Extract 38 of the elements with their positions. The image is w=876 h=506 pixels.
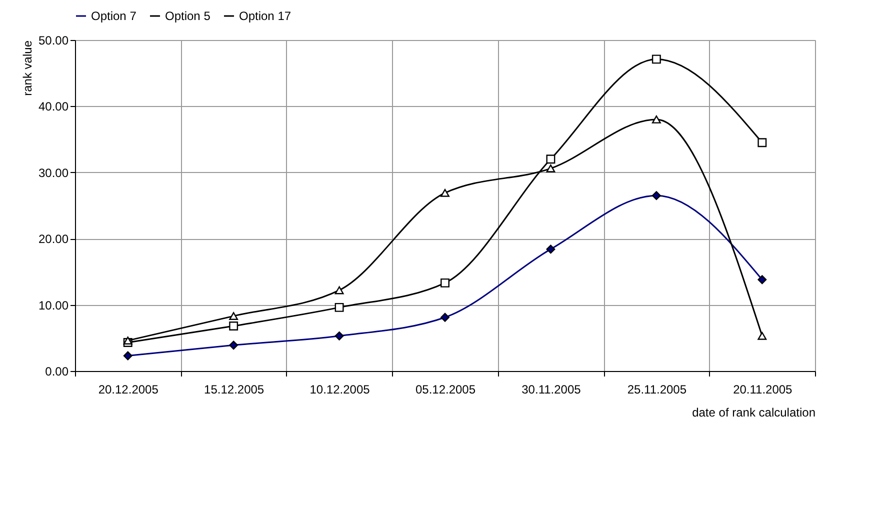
point bbox=[334, 302, 344, 312]
legend-label: Option 5 bbox=[165, 9, 211, 23]
x-axis-title: date of rank calculation bbox=[692, 406, 816, 420]
x-tick-label: 10.12.2005 bbox=[310, 382, 370, 396]
y-tick-label: 50.00 bbox=[38, 34, 69, 48]
point bbox=[758, 332, 767, 340]
point bbox=[123, 336, 132, 344]
point bbox=[652, 191, 661, 200]
point bbox=[229, 322, 238, 330]
point bbox=[123, 351, 132, 360]
point bbox=[652, 54, 661, 64]
point bbox=[334, 331, 344, 340]
x-tick-label: 25.11.2005 bbox=[627, 382, 687, 396]
y-tick-label: 30.00 bbox=[38, 166, 69, 180]
point bbox=[546, 164, 556, 172]
point bbox=[229, 312, 238, 320]
point bbox=[546, 244, 556, 254]
y-axis-title: rank value bbox=[20, 40, 34, 96]
legend-label: Option 17 bbox=[239, 9, 292, 23]
point bbox=[546, 154, 556, 164]
legend-label: Option 7 bbox=[91, 9, 137, 23]
y-tick-label: 20.00 bbox=[38, 232, 69, 246]
point bbox=[440, 278, 450, 288]
x-tick-label: 15.12.2005 bbox=[204, 382, 264, 396]
point bbox=[758, 275, 767, 284]
point bbox=[652, 115, 661, 124]
point bbox=[229, 340, 238, 350]
x-tick-label: 30.11.2005 bbox=[522, 382, 582, 396]
y-tick-label: 40.00 bbox=[38, 100, 69, 114]
x-tick-label: 20.12.2005 bbox=[98, 382, 159, 396]
x-tick-label: 20.11.2005 bbox=[733, 382, 793, 396]
point bbox=[440, 188, 450, 197]
y-tick-label: 0.00 bbox=[45, 364, 69, 378]
x-tick-label: 05.12.2005 bbox=[415, 382, 476, 396]
point bbox=[334, 286, 344, 294]
y-tick-label: 10.00 bbox=[38, 298, 69, 312]
point bbox=[440, 312, 450, 322]
point bbox=[758, 138, 767, 148]
